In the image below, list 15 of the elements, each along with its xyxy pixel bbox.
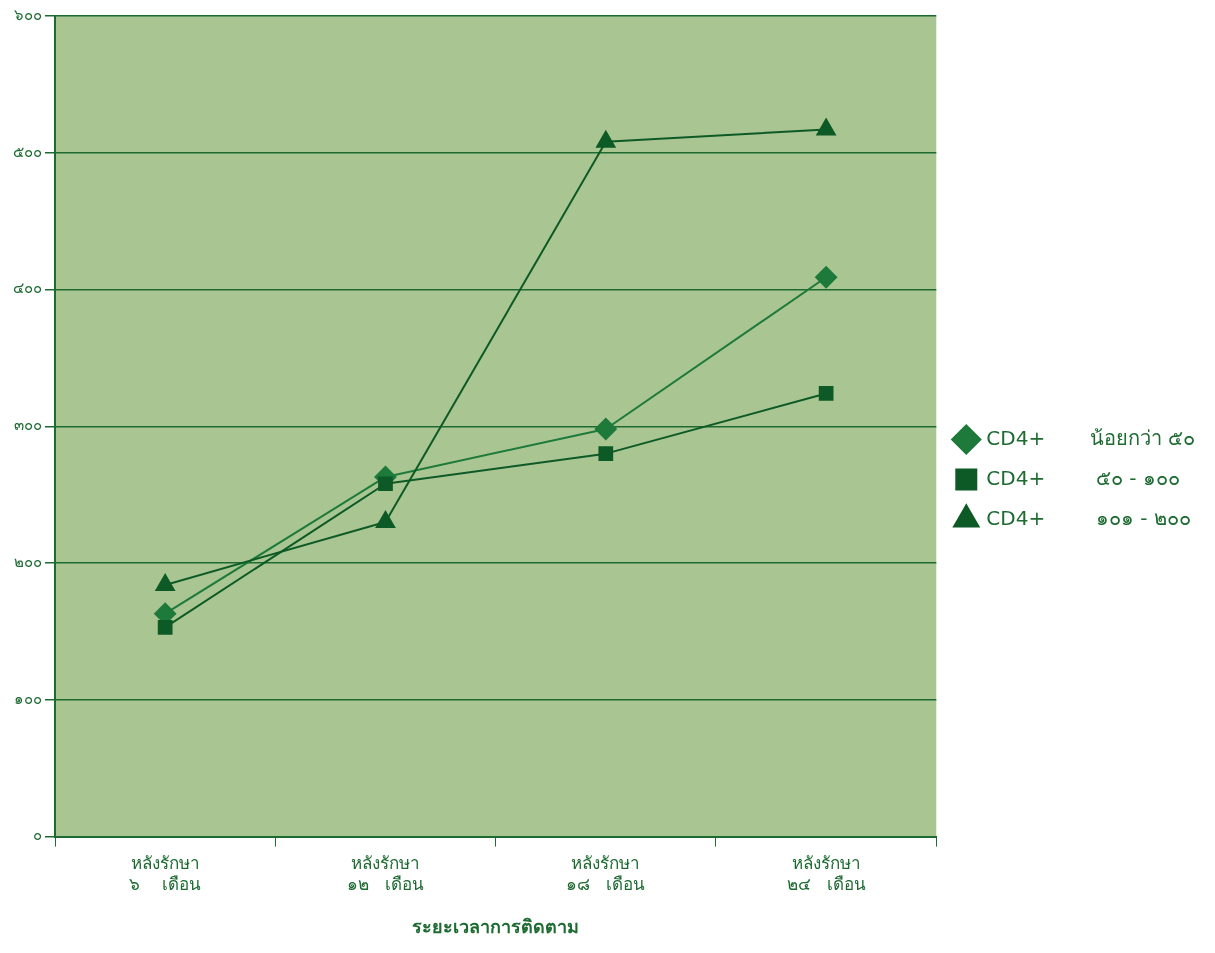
y-tick-label: ๔๐๐ bbox=[13, 279, 42, 298]
y-tick-label: ๑๐๐ bbox=[14, 689, 42, 708]
legend-label: CD4+ น้อยกว่า ๕๐ bbox=[986, 425, 1196, 450]
x-axis-title: ระยะเวลาการติดตาม bbox=[412, 915, 580, 937]
x-tick-label: หลังรักษา ๑๒ เดือน bbox=[346, 853, 425, 894]
legend-label: CD4+ ๑๐๑ - ๒๐๐ bbox=[986, 505, 1191, 530]
x-tick-label: หลังรักษา ๑๘ เดือน bbox=[566, 853, 646, 894]
y-tick-label: ๓๐๐ bbox=[14, 416, 42, 435]
y-tick-label: ๒๐๐ bbox=[14, 552, 42, 571]
legend-label: CD4+ ๕๐ - ๑๐๐ bbox=[986, 465, 1180, 490]
x-tick-label: หลังรักษา ๒๔ เดือน bbox=[786, 853, 866, 894]
y-tick-label: ๕๐๐ bbox=[13, 142, 42, 161]
y-tick-label: ๖๐๐ bbox=[14, 5, 42, 24]
y-tick-label: ๐ bbox=[33, 826, 42, 845]
x-tick-label: หลังรักษา ๖ เดือน bbox=[129, 853, 201, 894]
